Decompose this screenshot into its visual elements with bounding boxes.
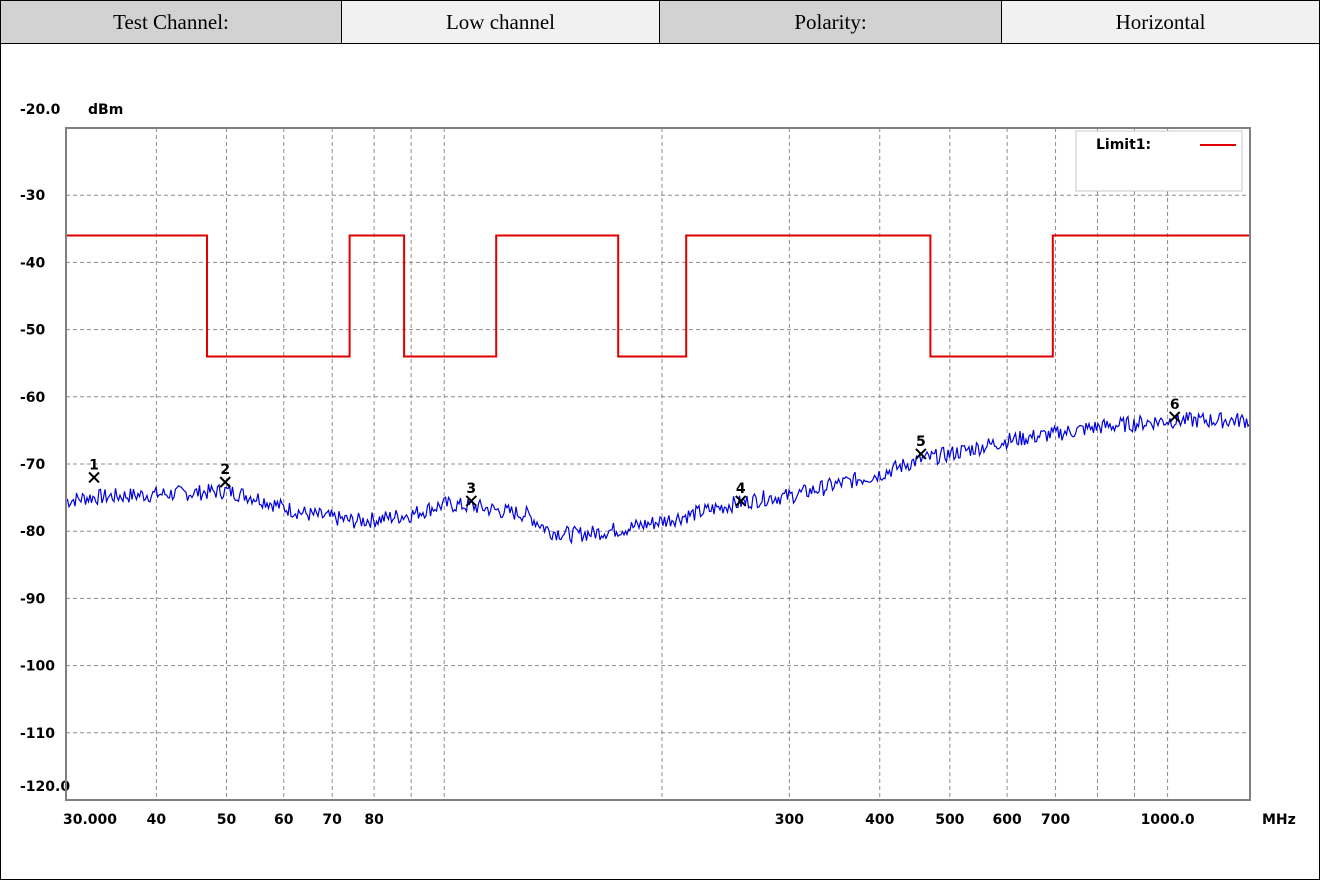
measurement-trace [65, 411, 1250, 545]
legend-box [1075, 130, 1243, 192]
marker-label: 1 [89, 457, 99, 473]
y-axis-tick-labels: -30 -40 -50 -60 -70 -80 -90 -100 -110 [20, 188, 55, 742]
legend: Limit1: [1075, 130, 1243, 192]
marker: 2 [219, 462, 231, 488]
marker-cross [219, 476, 231, 488]
x-tick-label: 300 [775, 812, 804, 828]
marker-label: 4 [736, 481, 746, 497]
y-tick-label: -90 [20, 591, 46, 607]
x-tick-label: 30.000 [63, 812, 117, 828]
marker-cross [1169, 411, 1181, 423]
x-tick-label: 600 [992, 812, 1021, 828]
x-axis-unit: MHz [1262, 812, 1296, 828]
marker: 6 [1169, 397, 1181, 423]
y-tick-label: -100 [20, 659, 55, 675]
x-tick-label: 400 [865, 812, 894, 828]
test-channel-value: Low channel [342, 1, 660, 43]
limit1-line [66, 234, 1250, 358]
marker-cross [735, 495, 747, 507]
x-tick-label: 70 [322, 812, 342, 828]
legend-entry-limit1: Limit1: [1096, 137, 1151, 153]
marker-label: 5 [916, 434, 926, 450]
test-channel-label: Test Channel: [1, 1, 342, 43]
marker: 5 [915, 434, 927, 460]
y-tick-label: -80 [20, 524, 46, 540]
polarity-label: Polarity: [660, 1, 1002, 43]
marker: 1 [88, 457, 100, 484]
y-tick-label: -60 [20, 390, 46, 406]
marker: 4 [735, 481, 747, 507]
series-group [65, 234, 1250, 545]
marker: 3 [465, 481, 478, 507]
grid-lines [66, 128, 1250, 800]
x-tick-label: 1000.0 [1141, 812, 1195, 828]
marker-group: 1 2 3 4 5 6 [88, 397, 1181, 507]
x-tick-label: 60 [274, 812, 294, 828]
y-axis-top-label: -20.0 [20, 102, 61, 118]
marker-cross [465, 495, 478, 507]
plot-panel [15, 93, 1305, 833]
polarity-value: Horizontal [1002, 1, 1319, 43]
plot-border [65, 127, 1251, 801]
x-axis-tick-labels: 30.000 40 50 60 70 80 300 400 500 600 700 1000.0 [63, 812, 1195, 828]
x-tick-label: 40 [147, 812, 167, 828]
x-tick-label: 50 [217, 812, 237, 828]
x-tick-label: 80 [364, 812, 384, 828]
marker-cross [915, 448, 927, 460]
test-info-header: Test Channel: Low channel Polarity: Hori… [1, 1, 1319, 44]
y-tick-label: -40 [20, 255, 46, 271]
marker-label: 6 [1170, 397, 1180, 413]
y-tick-label: -110 [20, 726, 55, 742]
y-tick-label: -70 [20, 457, 46, 473]
y-axis-bottom-label: -120.0 [20, 779, 70, 795]
y-tick-label: -30 [20, 188, 46, 204]
x-tick-label: 700 [1041, 812, 1070, 828]
y-axis-unit: dBm [88, 102, 123, 118]
x-tick-label: 500 [935, 812, 964, 828]
marker-label: 3 [466, 481, 476, 497]
marker-label: 2 [220, 462, 230, 478]
y-tick-label: -50 [20, 323, 46, 339]
marker-cross [88, 471, 100, 484]
